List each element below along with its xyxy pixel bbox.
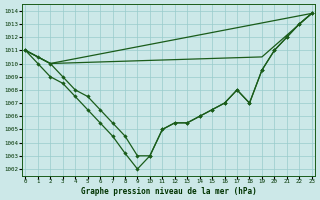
- X-axis label: Graphe pression niveau de la mer (hPa): Graphe pression niveau de la mer (hPa): [81, 187, 256, 196]
